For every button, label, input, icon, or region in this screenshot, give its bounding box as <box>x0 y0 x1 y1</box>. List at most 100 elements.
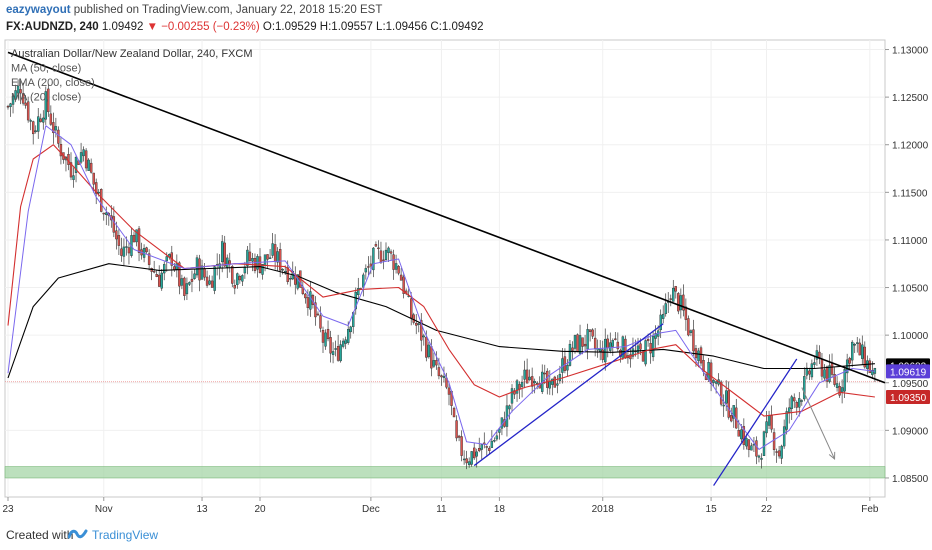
candle-body <box>578 335 582 354</box>
tradingview-brand-link[interactable]: TradingView <box>92 528 159 542</box>
candle-body <box>460 436 463 456</box>
candle-body <box>692 329 695 352</box>
candle-body <box>767 415 771 426</box>
price-change: ▼ −0.00255 (−0.23%) <box>146 21 260 33</box>
candle-body <box>47 88 50 113</box>
projection-arrow-head <box>828 451 836 460</box>
candle-body <box>422 335 425 338</box>
candle-body <box>112 216 116 233</box>
ohlc-values: O:1.09529 H:1.09557 L:1.09456 C:1.09492 <box>262 21 484 33</box>
candle-body <box>410 298 413 319</box>
candle-body <box>420 320 423 341</box>
candle-body <box>513 390 516 395</box>
symbol-label: FX:AUDNZD, 240 <box>6 21 99 33</box>
candle-body <box>853 344 856 346</box>
candle-body <box>760 457 763 460</box>
candle-body <box>843 369 846 392</box>
candle-body <box>306 297 310 309</box>
candle-body <box>263 254 267 266</box>
candle-body <box>347 329 350 343</box>
username-link[interactable]: eazywayout <box>6 4 71 16</box>
x-tick-label: 15 <box>706 504 718 515</box>
candle-body <box>79 152 83 163</box>
candle-body <box>132 234 136 243</box>
candle-body <box>309 291 312 310</box>
candle-body <box>160 272 163 289</box>
candle-body <box>533 381 536 384</box>
candle-body <box>840 387 844 393</box>
chart-header: eazywayout published on TradingView.com,… <box>0 0 932 38</box>
candle-body <box>21 93 25 104</box>
candle-body <box>689 330 693 333</box>
candle-body <box>659 314 662 331</box>
y-tick-label: 1.10500 <box>892 284 929 295</box>
candle-body <box>478 448 481 452</box>
candle-body <box>785 411 788 430</box>
candle-body <box>238 276 242 281</box>
x-tick-label: Feb <box>861 504 879 515</box>
candle-body <box>604 338 607 363</box>
candle-body <box>281 268 284 271</box>
candle-body <box>699 347 703 364</box>
candle-body <box>37 116 40 132</box>
candle-body <box>273 244 277 262</box>
support-trendline-1 <box>473 323 664 467</box>
y-tick-label: 1.09000 <box>892 426 929 437</box>
candle-body <box>790 396 793 409</box>
candle-body <box>452 407 456 418</box>
candle-body <box>800 400 803 402</box>
candle-body <box>485 446 488 448</box>
x-tick-label: Nov <box>95 504 113 515</box>
candle-body <box>682 294 685 311</box>
candle-body <box>687 318 690 336</box>
candle-body <box>336 346 340 361</box>
candle-body <box>316 313 320 316</box>
candle-body <box>833 374 836 385</box>
candle-body <box>654 333 657 339</box>
candle-body <box>505 405 509 427</box>
candle-body <box>100 189 103 212</box>
chart-title: Australian Dollar/New Zealand Dollar, 24… <box>11 48 253 60</box>
candles <box>6 78 877 470</box>
candle-body <box>462 458 466 461</box>
candle-body <box>198 258 201 281</box>
y-tick-label: 1.13000 <box>892 46 929 57</box>
candle-body <box>858 342 861 356</box>
candle-body <box>737 430 740 437</box>
candle-body <box>72 175 75 180</box>
x-tick-label: 23 <box>2 504 14 515</box>
candle-body <box>147 253 151 265</box>
candle-body <box>185 283 189 295</box>
candle-body <box>614 338 617 340</box>
price-chart[interactable]: Australian Dollar/New Zealand Dollar, 24… <box>0 38 932 520</box>
candle-body <box>183 277 186 296</box>
candle-body <box>248 251 252 261</box>
candle-body <box>357 288 360 296</box>
candle-body <box>135 229 138 243</box>
candle-body <box>304 293 307 299</box>
candle-body <box>599 348 602 352</box>
candle-body <box>473 447 476 459</box>
candle-body <box>379 250 383 263</box>
candle-body <box>725 390 728 404</box>
ma50-line <box>7 263 875 379</box>
candle-body <box>609 342 612 351</box>
candle-body <box>813 362 816 365</box>
candle-body <box>825 366 829 382</box>
candle-body <box>639 343 642 350</box>
candle-body <box>747 439 751 450</box>
candle-body <box>851 341 854 361</box>
support-trendline-2 <box>713 358 798 486</box>
candle-body <box>34 130 37 132</box>
candle-body <box>188 282 191 285</box>
candle-body <box>94 182 98 194</box>
candle-body <box>195 257 199 276</box>
candle-body <box>120 248 123 256</box>
tradingview-logo-icon[interactable] <box>67 526 88 547</box>
candle-body <box>435 360 438 366</box>
candle-body <box>67 154 70 165</box>
candle-body <box>490 440 494 448</box>
candle-body <box>218 263 221 269</box>
candle-body <box>432 360 436 367</box>
x-tick-label: 22 <box>761 504 773 515</box>
